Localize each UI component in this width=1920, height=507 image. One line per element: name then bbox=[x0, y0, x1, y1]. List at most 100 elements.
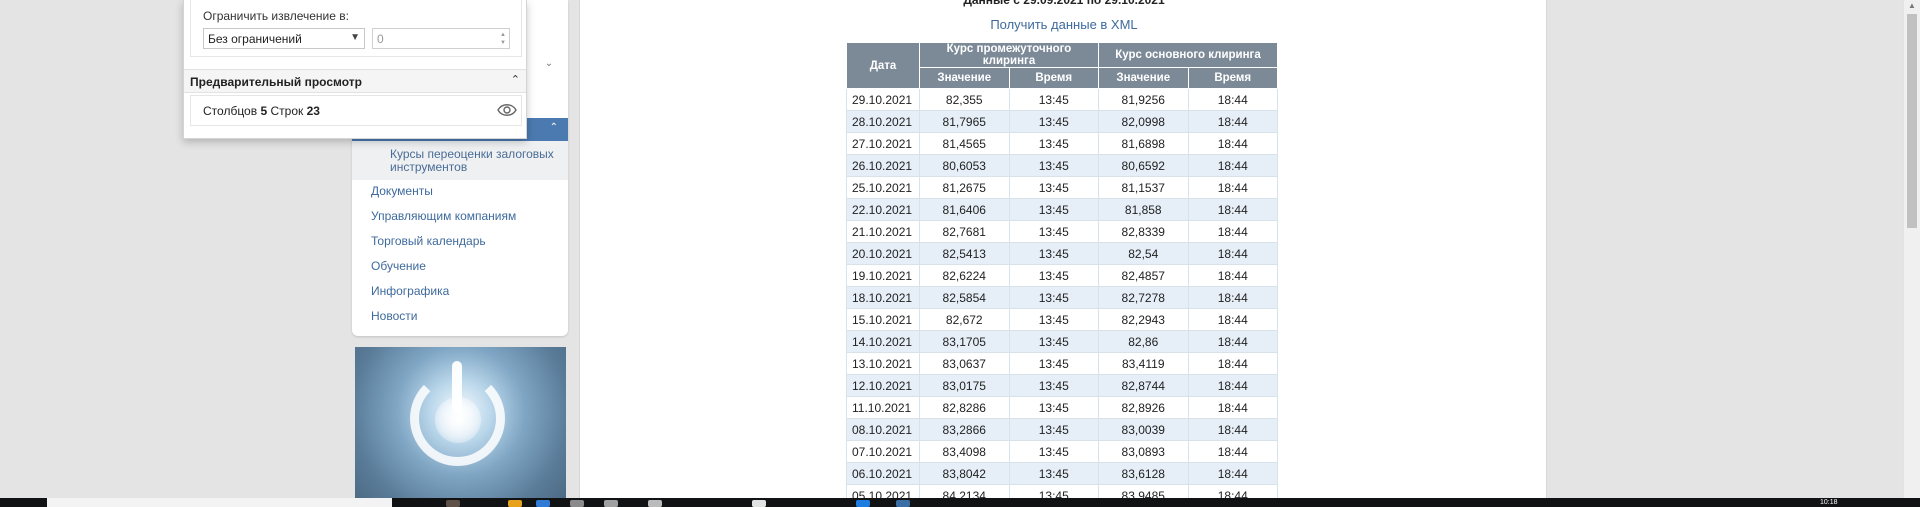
table-header-row: Дата Курс промежуточного клиринга Курс о… bbox=[846, 42, 1278, 89]
main-value-cell: 83,4119 bbox=[1098, 352, 1189, 375]
intermediate-value-cell: 81,7965 bbox=[919, 110, 1010, 133]
chevron-up-icon[interactable]: ⌃ bbox=[549, 122, 558, 133]
intermediate-value-cell: 83,1705 bbox=[919, 330, 1010, 353]
nav-link-management-companies[interactable]: Управляющим компаниям bbox=[371, 209, 517, 223]
intermediate-time-cell: 13:45 bbox=[1008, 418, 1099, 441]
main-value-cell: 83,6128 bbox=[1098, 462, 1189, 485]
nav-sub-item[interactable]: Курсы переоценки залоговых инструментов bbox=[352, 141, 568, 180]
store-icon[interactable] bbox=[536, 500, 550, 507]
app-icon[interactable] bbox=[570, 500, 584, 507]
main-value-cell: 82,54 bbox=[1098, 242, 1189, 265]
main-value-cell: 82,8339 bbox=[1098, 220, 1189, 243]
table-row: 15.10.2021 82,672 13:45 82,2943 18:44 bbox=[846, 308, 1278, 331]
intermediate-value-cell: 82,355 bbox=[919, 88, 1010, 111]
nav-link-news[interactable]: Новости bbox=[371, 309, 418, 323]
main-time-cell: 18:44 bbox=[1187, 110, 1278, 133]
preview-body: Столбцов 5 Строк 23 bbox=[190, 95, 522, 126]
intermediate-time-cell: 13:45 bbox=[1008, 374, 1099, 397]
intermediate-time-cell: 13:45 bbox=[1008, 462, 1099, 485]
scroll-up-icon[interactable]: ▲ bbox=[1908, 1, 1916, 10]
main-time-cell: 18:44 bbox=[1187, 198, 1278, 221]
eye-icon[interactable] bbox=[497, 101, 517, 119]
main-time-cell: 18:44 bbox=[1187, 418, 1278, 441]
intermediate-time-cell: 13:45 bbox=[1008, 286, 1099, 309]
main-value-cell: 81,858 bbox=[1098, 198, 1189, 221]
app-icon[interactable] bbox=[856, 500, 870, 507]
preview-title: Предварительный просмотр bbox=[190, 75, 362, 89]
main-value-cell: 82,2943 bbox=[1098, 308, 1189, 331]
intermediate-value-cell: 81,2675 bbox=[919, 176, 1010, 199]
chevron-down-icon[interactable]: ⌄ bbox=[544, 58, 554, 69]
main-time-cell: 18:44 bbox=[1187, 264, 1278, 287]
folder-icon[interactable] bbox=[508, 500, 522, 507]
columns-label: Столбцов bbox=[203, 104, 258, 118]
date-column-header[interactable]: Дата bbox=[846, 42, 920, 89]
scroll-thumb[interactable] bbox=[1907, 14, 1917, 228]
limit-count-input[interactable]: 0 ▲ ▼ bbox=[372, 28, 510, 49]
date-cell: 25.10.2021 bbox=[846, 176, 920, 199]
intermediate-time-cell: 13:45 bbox=[1008, 88, 1099, 111]
nav-sub-item-label[interactable]: Курсы переоценки залоговых инструментов bbox=[390, 147, 554, 174]
intermediate-time-cell: 13:45 bbox=[1008, 330, 1099, 353]
main-value-cell: 82,8744 bbox=[1098, 374, 1189, 397]
intermediate-clearing-header[interactable]: Курс промежуточного клиринга bbox=[919, 42, 1099, 68]
spin-up-icon[interactable]: ▲ bbox=[500, 32, 506, 38]
table-row: 26.10.2021 80,6053 13:45 80,6592 18:44 bbox=[846, 154, 1278, 177]
nav-link-education[interactable]: Обучение bbox=[371, 259, 426, 273]
app-icon[interactable] bbox=[604, 500, 618, 507]
table-row: 12.10.2021 83,0175 13:45 82,8744 18:44 bbox=[846, 374, 1278, 397]
date-cell: 19.10.2021 bbox=[846, 264, 920, 287]
main-clearing-header[interactable]: Курс основного клиринга bbox=[1098, 42, 1278, 68]
intermediate-value-cell: 81,6406 bbox=[919, 198, 1010, 221]
intermediate-value-cell: 82,7681 bbox=[919, 220, 1010, 243]
app-icon[interactable] bbox=[752, 500, 766, 507]
main-time-header[interactable]: Время bbox=[1187, 67, 1278, 89]
spin-down-icon[interactable]: ▼ bbox=[500, 40, 506, 46]
taskbar-search-box[interactable] bbox=[47, 498, 392, 507]
main-time-cell: 18:44 bbox=[1187, 132, 1278, 155]
main-content: Данные с 29.09.2021 по 29.10.2021 Получи… bbox=[579, 0, 1547, 507]
intermediate-value-cell: 82,6224 bbox=[919, 264, 1010, 287]
main-value-cell: 80,6592 bbox=[1098, 154, 1189, 177]
limit-select[interactable]: Без ограничений ▼ bbox=[203, 28, 365, 49]
table-row: 19.10.2021 82,6224 13:45 82,4857 18:44 bbox=[846, 264, 1278, 287]
date-cell: 14.10.2021 bbox=[846, 330, 920, 353]
app-icon[interactable] bbox=[648, 500, 662, 507]
main-value-header[interactable]: Значение bbox=[1098, 67, 1189, 89]
date-cell: 22.10.2021 bbox=[846, 198, 920, 221]
intermediate-time-header[interactable]: Время bbox=[1008, 67, 1099, 89]
app-icon[interactable] bbox=[896, 500, 910, 507]
nav-link-infographics[interactable]: Инфографика bbox=[371, 284, 450, 298]
vertical-scrollbar[interactable]: ▲ bbox=[1903, 0, 1920, 498]
limit-count-value: 0 bbox=[377, 32, 384, 46]
intermediate-time-cell: 13:45 bbox=[1008, 396, 1099, 419]
extract-settings-popup: Ограничить извлечение в: Без ограничений… bbox=[183, 0, 527, 139]
main-value-cell: 82,8926 bbox=[1098, 396, 1189, 419]
table-row: 22.10.2021 81,6406 13:45 81,858 18:44 bbox=[846, 198, 1278, 221]
preview-header[interactable]: Предварительный просмотр ⌃ bbox=[184, 69, 526, 93]
intermediate-time-cell: 13:45 bbox=[1008, 242, 1099, 265]
rows-count: 23 bbox=[306, 104, 320, 118]
taskbar-clock[interactable]: 10:18 bbox=[1820, 499, 1838, 506]
date-cell: 27.10.2021 bbox=[846, 132, 920, 155]
data-range-heading: Данные с 29.09.2021 по 29.10.2021 bbox=[963, 0, 1165, 7]
nav-link-documents[interactable]: Документы bbox=[371, 184, 433, 198]
get-xml-link[interactable]: Получить данные в XML bbox=[990, 17, 1138, 32]
main-time-cell: 18:44 bbox=[1187, 220, 1278, 243]
limit-label: Ограничить извлечение в: bbox=[203, 9, 349, 23]
date-cell: 13.10.2021 bbox=[846, 352, 920, 375]
main-time-cell: 18:44 bbox=[1187, 88, 1278, 111]
chevron-up-icon[interactable]: ⌃ bbox=[510, 74, 520, 86]
main-value-cell: 81,1537 bbox=[1098, 176, 1189, 199]
intermediate-value-cell: 83,8042 bbox=[919, 462, 1010, 485]
intermediate-value-header[interactable]: Значение bbox=[919, 67, 1010, 89]
rates-table-body: 29.10.2021 82,355 13:45 81,9256 18:44 28.10.2… bbox=[846, 88, 1278, 507]
main-time-cell: 18:44 bbox=[1187, 462, 1278, 485]
promo-banner-image[interactable] bbox=[355, 347, 566, 507]
date-cell: 29.10.2021 bbox=[846, 88, 920, 111]
table-row: 14.10.2021 83,1705 13:45 82,86 18:44 bbox=[846, 330, 1278, 353]
main-value-cell: 82,86 bbox=[1098, 330, 1189, 353]
nav-link-trading-calendar[interactable]: Торговый календарь bbox=[371, 234, 486, 248]
app-icon[interactable] bbox=[446, 500, 460, 507]
intermediate-value-cell: 82,672 bbox=[919, 308, 1010, 331]
